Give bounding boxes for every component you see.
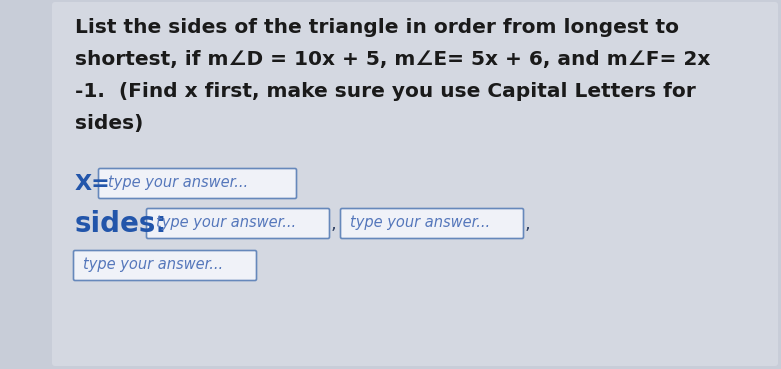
Text: type your answer...: type your answer... xyxy=(108,176,248,190)
Text: X=: X= xyxy=(75,174,111,194)
FancyBboxPatch shape xyxy=(52,2,778,366)
FancyBboxPatch shape xyxy=(147,208,330,238)
Text: type your answer...: type your answer... xyxy=(350,215,490,231)
Text: -1.  (Find x first, make sure you use Capital Letters for: -1. (Find x first, make sure you use Cap… xyxy=(75,82,696,101)
FancyBboxPatch shape xyxy=(341,208,523,238)
Text: sides:: sides: xyxy=(75,210,167,238)
Text: sides): sides) xyxy=(75,114,144,133)
Text: ,: , xyxy=(331,215,337,233)
FancyBboxPatch shape xyxy=(98,169,297,199)
Text: type your answer...: type your answer... xyxy=(83,258,223,272)
Text: type your answer...: type your answer... xyxy=(156,215,296,231)
Text: shortest, if m∠D = 10x + 5, m∠E= 5x + 6, and m∠F= 2x: shortest, if m∠D = 10x + 5, m∠E= 5x + 6,… xyxy=(75,50,711,69)
Text: List the sides of the triangle in order from longest to: List the sides of the triangle in order … xyxy=(75,18,679,37)
Text: ,: , xyxy=(525,215,531,233)
FancyBboxPatch shape xyxy=(73,251,256,280)
